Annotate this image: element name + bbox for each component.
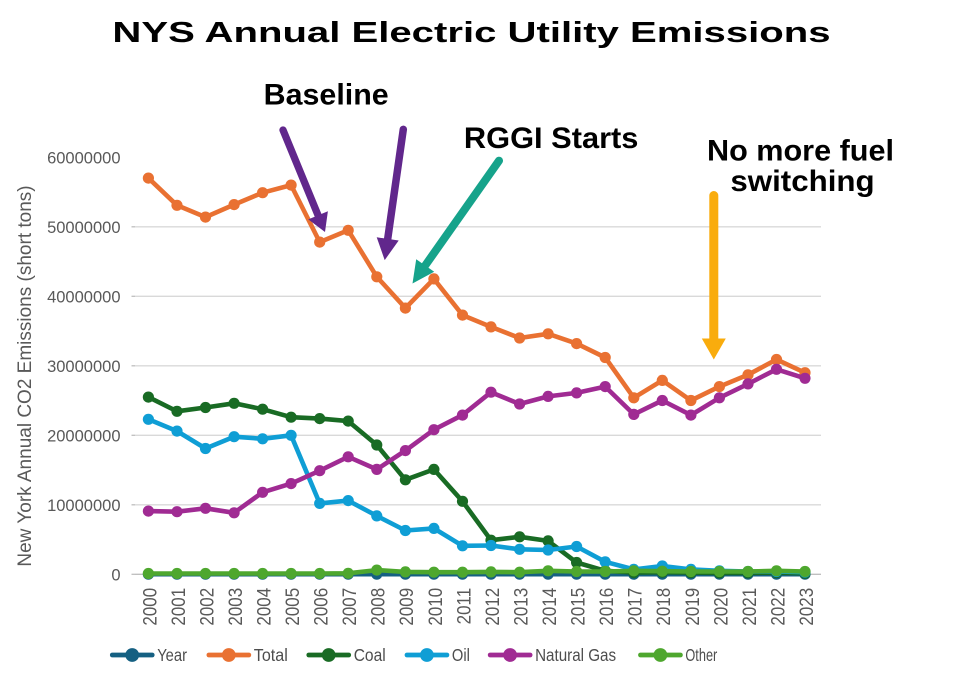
svg-text:NYS Annual Electric Utility Em: NYS Annual Electric Utility Emissions [112,16,830,48]
svg-text:2023: 2023 [796,588,817,626]
svg-text:30000000: 30000000 [47,358,120,376]
svg-text:Year: Year [157,645,187,665]
svg-text:2013: 2013 [511,588,532,626]
svg-text:No more fuel: No more fuel [707,134,894,167]
svg-text:2015: 2015 [568,588,589,626]
svg-text:2010: 2010 [425,588,446,626]
svg-text:Natural Gas: Natural Gas [535,645,616,665]
svg-text:Coal: Coal [354,645,386,665]
svg-text:2008: 2008 [368,588,389,626]
svg-text:New York Annual CO2 Emissions: New York Annual CO2 Emissions (short ton… [15,185,36,566]
svg-text:Oil: Oil [452,645,470,665]
svg-text:2012: 2012 [482,588,503,626]
svg-text:2014: 2014 [539,588,560,626]
svg-text:2019: 2019 [682,588,703,626]
svg-text:20000000: 20000000 [47,428,120,446]
svg-text:2022: 2022 [768,588,789,626]
svg-text:Total: Total [254,645,288,665]
svg-text:40000000: 40000000 [47,289,120,307]
svg-text:2002: 2002 [197,588,218,626]
svg-text:2000: 2000 [139,588,160,626]
svg-text:2017: 2017 [625,588,646,626]
svg-text:2011: 2011 [454,588,475,625]
svg-text:2016: 2016 [596,588,617,626]
svg-text:Other: Other [685,645,717,665]
svg-text:2001: 2001 [168,588,189,626]
svg-text:2003: 2003 [225,588,246,626]
svg-text:10000000: 10000000 [47,497,120,515]
svg-text:switching: switching [730,165,874,198]
svg-text:60000000: 60000000 [47,150,120,168]
svg-text:2004: 2004 [254,588,275,626]
svg-text:2009: 2009 [396,588,417,626]
svg-text:2018: 2018 [653,588,674,626]
svg-text:2006: 2006 [311,588,332,626]
svg-text:Baseline: Baseline [264,78,389,111]
svg-text:0: 0 [111,567,120,585]
svg-text:RGGI Starts: RGGI Starts [464,122,639,155]
svg-text:50000000: 50000000 [47,219,120,237]
svg-text:2020: 2020 [710,588,731,626]
svg-text:2007: 2007 [339,588,360,626]
svg-text:2005: 2005 [282,588,303,626]
svg-text:2021: 2021 [739,588,760,626]
